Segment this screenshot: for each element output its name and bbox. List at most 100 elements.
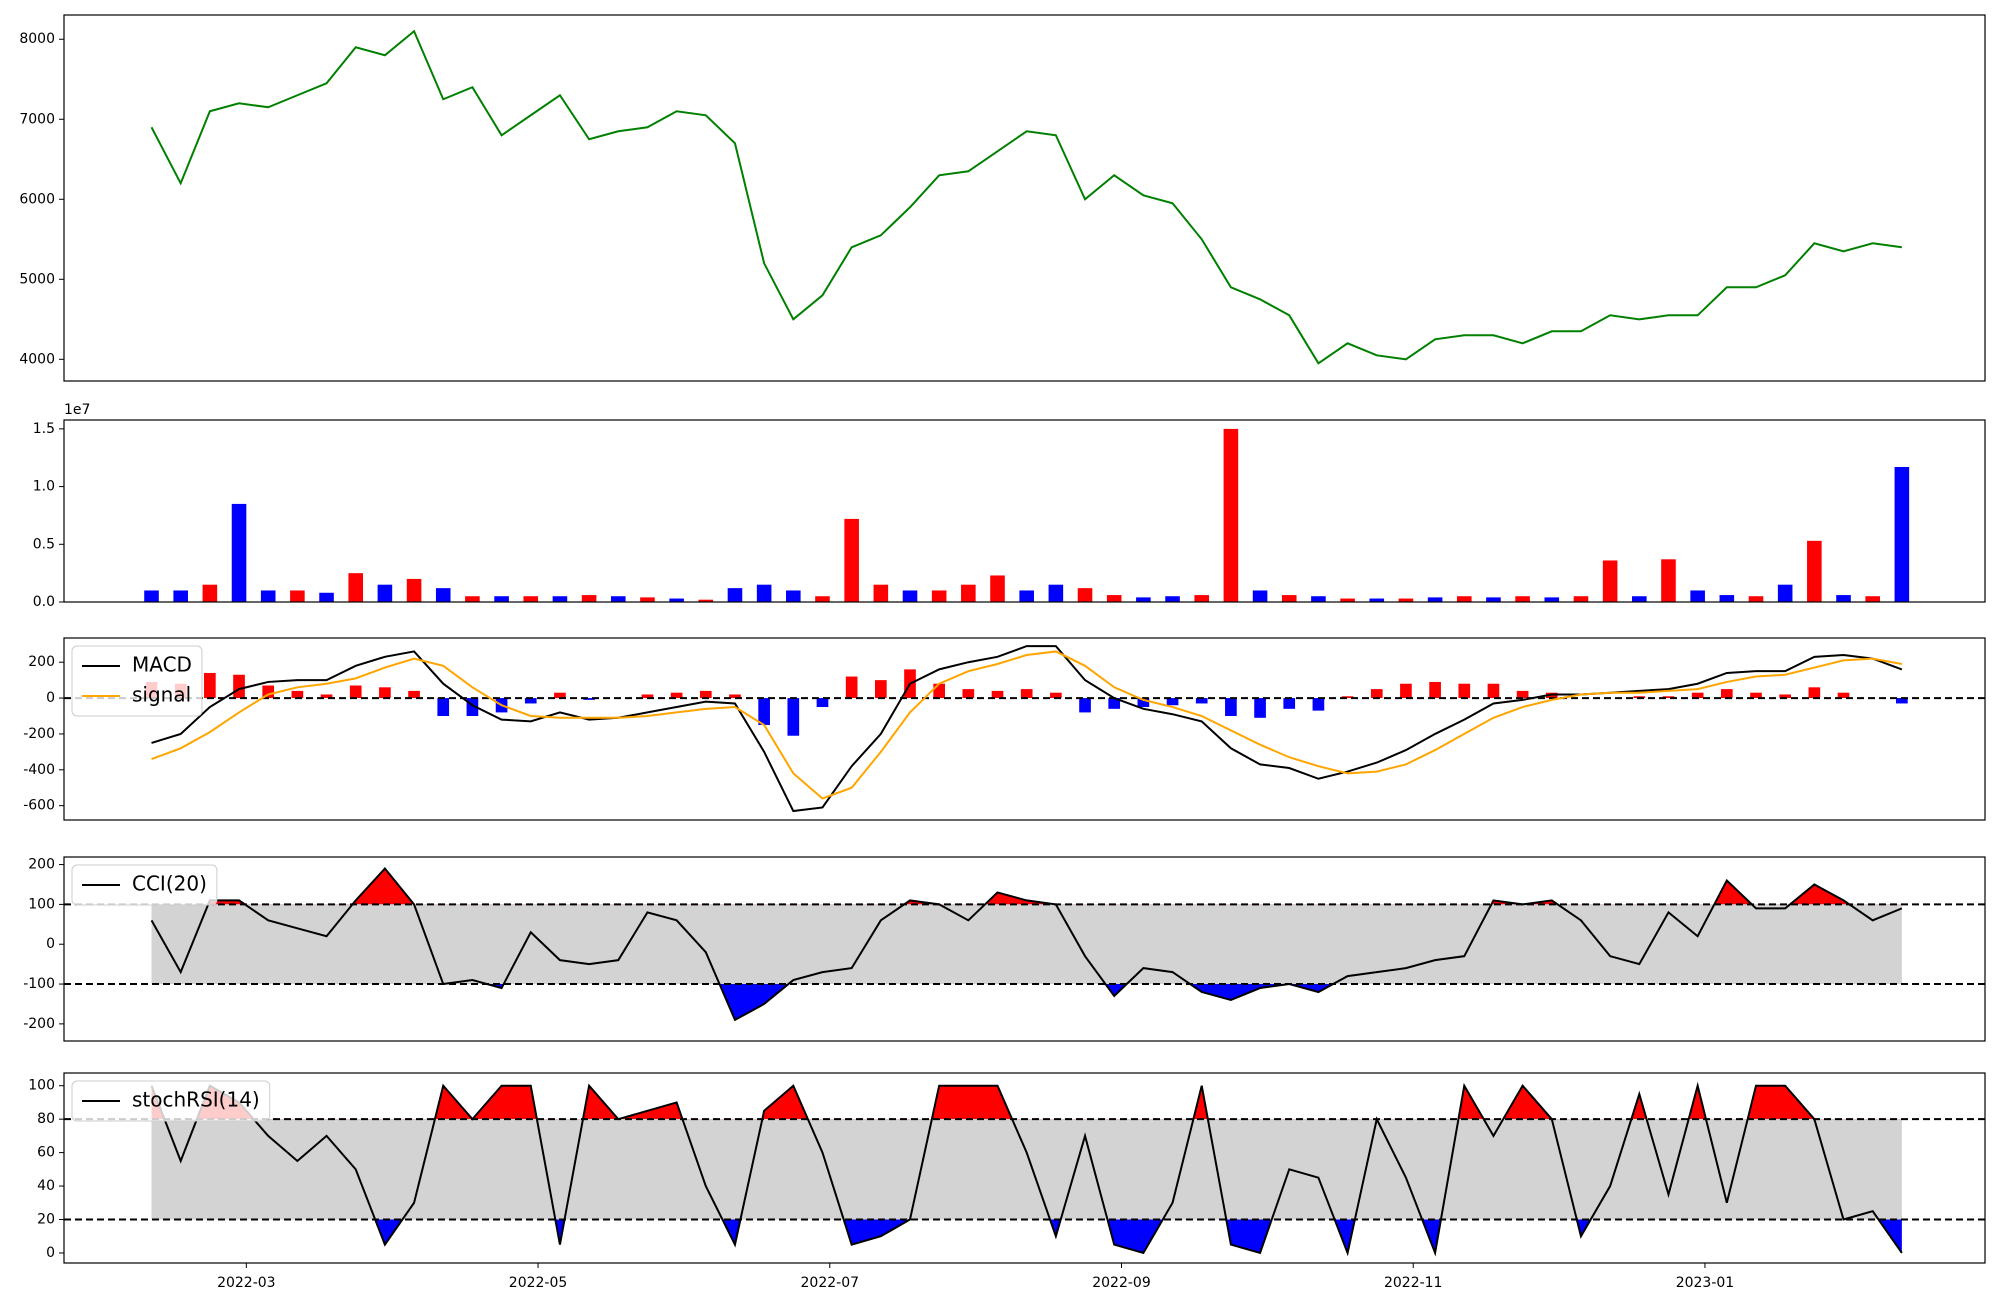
histogram-bar [262, 685, 275, 699]
x-tick-label: 2022-05 [509, 1275, 568, 1291]
histogram-bar [787, 698, 800, 736]
legend-box [71, 864, 218, 906]
histogram-bar [1020, 689, 1033, 699]
x-tick-label: 2023-01 [1676, 1275, 1735, 1291]
x-tick-label: 2022-09 [1092, 1275, 1151, 1291]
bar [1165, 596, 1180, 602]
bar [640, 597, 655, 602]
y-tick-label: 0.0 [33, 594, 55, 610]
histogram-bar [1458, 683, 1471, 699]
y-tick-label: -600 [23, 798, 55, 814]
bar [581, 595, 597, 602]
histogram-bar [874, 680, 887, 699]
bar [1281, 595, 1297, 602]
histogram-bar [1400, 683, 1412, 699]
axes-frame [63, 14, 1986, 382]
axes-frame [63, 856, 1986, 1042]
histogram-bar [291, 690, 304, 699]
histogram-bar [1225, 698, 1237, 716]
histogram-bar [349, 685, 362, 699]
histogram-bar [729, 694, 741, 699]
histogram-bar [991, 690, 1004, 699]
bar [1019, 590, 1034, 602]
bar [1340, 598, 1355, 602]
bar [1486, 597, 1501, 602]
y-tick-label: 200 [28, 857, 55, 873]
bar [348, 573, 364, 602]
y-tick-label: 40 [37, 1178, 55, 1194]
histogram-bar [1108, 698, 1121, 709]
x-tick-label: 2022-07 [801, 1275, 860, 1291]
histogram-bar [1691, 692, 1704, 699]
bar [1077, 588, 1093, 602]
histogram-bar [845, 676, 858, 699]
bar [1836, 595, 1851, 602]
histogram-bar [1079, 698, 1091, 713]
middle-band [151, 904, 1902, 985]
y-tick-label: 200 [28, 654, 55, 670]
histogram-bar [408, 690, 420, 699]
y-tick-label: -400 [23, 762, 55, 778]
histogram-bar [670, 692, 683, 699]
bar [494, 596, 509, 602]
y-tick-label: 5000 [19, 271, 55, 287]
bar [931, 590, 947, 602]
bar [961, 584, 976, 602]
bar [1661, 559, 1676, 602]
legend-label: MACD [132, 653, 192, 677]
y-tick-label: 20 [37, 1212, 55, 1228]
y-tick-label: 0 [46, 1245, 55, 1261]
histogram-bar [641, 694, 654, 699]
histogram-bar [204, 672, 216, 699]
legend-label: CCI(20) [132, 872, 207, 896]
histogram-bar [320, 694, 333, 699]
histogram-bar [1166, 698, 1179, 706]
legend-label: stochRSI(14) [132, 1088, 260, 1112]
bar [1719, 595, 1735, 602]
bar [1427, 597, 1443, 602]
y-tick-label: 1.5 [33, 421, 55, 437]
y-tick-label: 100 [28, 896, 55, 912]
axes-frame [63, 1072, 1986, 1264]
x-tick-label: 2022-03 [217, 1275, 276, 1291]
bar [1573, 596, 1589, 602]
y-tick-label: 7000 [19, 111, 55, 127]
bar [1690, 590, 1705, 602]
histogram-bar [933, 683, 946, 699]
legend-box [71, 645, 203, 717]
bar [465, 596, 480, 602]
x-tick-label: 2022-11 [1384, 1275, 1443, 1291]
bar [698, 599, 714, 602]
histogram-bar [1341, 696, 1354, 699]
histogram-bar [1837, 692, 1850, 699]
bar [319, 592, 334, 602]
histogram-bar [554, 692, 566, 699]
y-tick-label: 0 [46, 690, 55, 706]
bar [1398, 598, 1414, 602]
bar [406, 578, 422, 602]
bar [669, 598, 684, 602]
bar [1223, 428, 1239, 602]
line [150, 1081, 1903, 1257]
bar [144, 590, 159, 602]
histogram-bar [1487, 683, 1500, 699]
y-tick-label: 0.5 [33, 536, 55, 552]
y-tick-label: 100 [28, 1078, 55, 1094]
bar [1456, 596, 1472, 602]
histogram-bar [1720, 689, 1733, 699]
histogram-bar [1195, 698, 1208, 704]
histogram-bar [1662, 696, 1675, 699]
bar [1106, 595, 1122, 602]
histogram-bar [466, 698, 479, 716]
bar [1777, 584, 1793, 602]
histogram-bar [1137, 698, 1150, 708]
histogram-bar [233, 674, 245, 699]
bar [260, 590, 276, 602]
bar [1515, 596, 1530, 602]
y-tick-label: 4000 [19, 351, 55, 367]
histogram-bar [1750, 692, 1762, 699]
y-tick-label: 0 [46, 936, 55, 952]
histogram-bar [1808, 687, 1821, 699]
upper-fill [151, 868, 1902, 905]
